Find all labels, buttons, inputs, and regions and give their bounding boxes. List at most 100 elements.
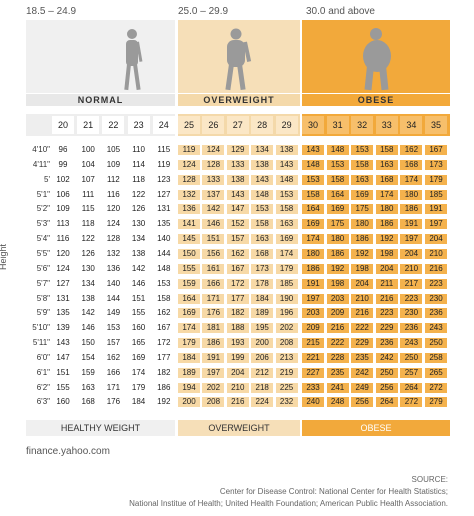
height-label: 5'2"	[36, 204, 50, 214]
weight-cell: 169	[326, 204, 349, 215]
weight-cell: 153	[152, 278, 175, 289]
weight-cell: 222	[326, 338, 349, 349]
weight-cell: 216	[375, 293, 398, 304]
weight-cell: 189	[251, 308, 274, 319]
weight-cell: 176	[102, 397, 125, 408]
weight-cell: 153	[351, 145, 374, 155]
weight-cell: 202	[275, 323, 298, 334]
weight-cell: 243	[425, 323, 447, 334]
weight-cell: 210	[425, 248, 447, 259]
weight-cell: 155	[178, 263, 200, 274]
weight-cell: 152	[226, 219, 249, 230]
weight-cell: 139	[52, 323, 74, 334]
weight-cell: 109	[102, 159, 125, 170]
weight-cell: 114	[127, 159, 150, 170]
weight-cell: 166	[102, 367, 125, 378]
weight-cell: 188	[226, 323, 249, 334]
weight-cell: 223	[400, 293, 423, 304]
weight-cell: 105	[102, 145, 125, 155]
weight-cell: 133	[226, 159, 249, 170]
height-label: 4'10"	[32, 145, 50, 154]
weight-cell: 204	[226, 367, 249, 378]
weight-cell: 130	[77, 263, 100, 274]
weight-cell: 219	[275, 367, 298, 378]
weight-cell: 141	[178, 219, 200, 230]
weight-cell: 189	[178, 367, 200, 378]
weight-cell: 100	[77, 145, 100, 155]
weight-cell: 191	[302, 278, 324, 289]
weight-cell: 171	[102, 382, 125, 393]
weight-cell: 154	[77, 352, 100, 363]
weight-cell: 142	[77, 308, 100, 319]
bmi-value-31: 31	[326, 116, 349, 134]
weight-cell: 169	[127, 352, 150, 363]
source-title: SOURCE:	[411, 475, 448, 484]
weight-cell: 176	[202, 308, 225, 319]
weight-cell: 242	[351, 367, 374, 378]
weight-cell: 190	[275, 293, 298, 304]
weight-cell: 143	[52, 338, 74, 349]
weight-cell: 192	[152, 397, 175, 408]
weight-cell: 197	[400, 234, 423, 245]
weight-cell: 138	[226, 174, 249, 185]
weight-cell: 168	[375, 174, 398, 185]
weight-cell: 135	[152, 219, 175, 230]
weight-cell: 127	[52, 278, 74, 289]
weight-cell: 159	[77, 367, 100, 378]
weight-cell: 191	[425, 204, 447, 215]
weight-cell: 131	[152, 204, 175, 215]
weight-cell: 204	[375, 263, 398, 274]
weight-cell: 153	[326, 159, 349, 170]
weight-cell: 131	[52, 293, 74, 304]
weight-cell: 167	[425, 145, 447, 155]
weight-cell: 256	[351, 397, 374, 408]
category-header-obese: OBESE	[302, 94, 450, 106]
weight-cell: 143	[226, 189, 249, 200]
weight-cell: 174	[275, 248, 298, 259]
normal-figure-icon	[124, 29, 143, 91]
weight-cell: 116	[102, 189, 125, 200]
weight-cell: 153	[251, 204, 274, 215]
height-label: 5'7"	[36, 278, 50, 288]
weight-cell: 236	[425, 308, 447, 319]
weight-cell: 146	[202, 219, 225, 230]
height-label: 4'11"	[32, 159, 50, 169]
weight-cell: 208	[275, 338, 298, 349]
weight-cell: 132	[102, 248, 125, 259]
weight-cell: 272	[425, 382, 447, 393]
weight-cell: 186	[302, 263, 324, 274]
bmi-value-22: 22	[102, 116, 125, 134]
weight-cell: 155	[127, 308, 150, 319]
weight-cell: 158	[152, 293, 175, 304]
weight-cell: 150	[77, 338, 100, 349]
weight-cell: 224	[251, 397, 274, 408]
weight-cell: 186	[400, 204, 423, 215]
weight-cell: 143	[251, 174, 274, 185]
weight-cell: 229	[351, 338, 374, 349]
weight-cell: 153	[302, 174, 324, 185]
weight-cell: 140	[152, 234, 175, 245]
weight-cell: 174	[375, 189, 398, 200]
weight-cell: 256	[375, 382, 398, 393]
height-label: 5'5"	[36, 248, 50, 258]
weight-cell: 232	[275, 397, 298, 408]
weight-cell: 240	[302, 397, 324, 408]
bmi-value-26: 26	[202, 116, 225, 134]
weight-cell: 200	[178, 397, 200, 408]
weight-cell: 192	[326, 263, 349, 274]
weight-cell: 128	[102, 234, 125, 245]
height-label: 5'8"	[36, 293, 50, 303]
weight-cell: 216	[425, 263, 447, 274]
weight-cell: 186	[326, 248, 349, 259]
weight-cell: 143	[302, 145, 324, 155]
height-label: 6'2"	[36, 382, 50, 392]
weight-cell: 169	[275, 234, 298, 245]
weight-cell: 197	[302, 293, 324, 304]
weight-cell: 235	[351, 352, 374, 363]
weight-cell: 163	[275, 219, 298, 230]
weight-cell: 148	[152, 263, 175, 274]
weight-cell: 216	[326, 323, 349, 334]
weight-cell: 134	[251, 145, 274, 155]
weight-cell: 115	[152, 145, 175, 155]
weight-cell: 120	[52, 248, 74, 259]
